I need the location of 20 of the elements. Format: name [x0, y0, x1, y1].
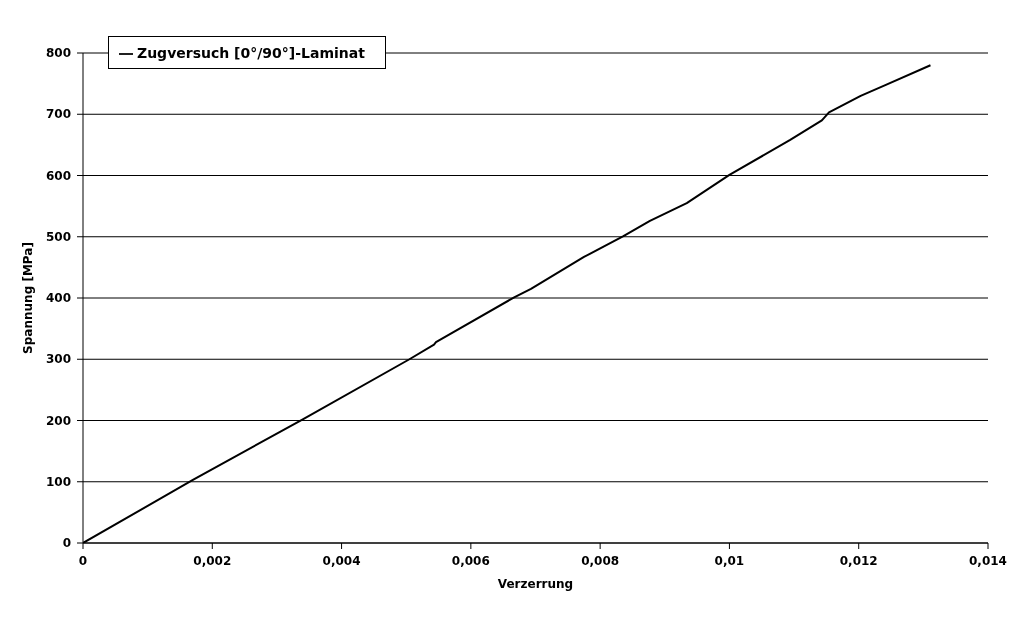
y-tick-label: 0 — [62, 536, 71, 550]
legend-label: Zugversuch [0°/90°]-Laminat — [137, 45, 365, 61]
x-tick-label: 0,008 — [581, 554, 620, 568]
x-axis-title: Verzerrung — [497, 577, 574, 591]
y-axis-title: Spannung [MPa] — [21, 242, 36, 354]
x-tick-label: 0,012 — [839, 554, 878, 568]
x-tick-label: 0,014 — [969, 554, 1007, 568]
y-tick-label: 500 — [45, 229, 71, 244]
y-tick-label: 700 — [45, 107, 71, 122]
x-tick-label: 0 — [78, 554, 88, 568]
y-tick-label: 800 — [45, 46, 71, 60]
y-tick-label: 100 — [45, 474, 71, 489]
x-tick-label: 0,006 — [451, 554, 490, 568]
x-tick-label: 0,01 — [714, 554, 745, 568]
y-tick-label: 400 — [45, 291, 71, 305]
y-tick-label: 300 — [45, 352, 71, 367]
y-tick-label: 200 — [45, 413, 71, 428]
x-tick-label: 0,004 — [322, 554, 361, 568]
x-tick-label: 0,002 — [193, 554, 232, 568]
y-tick-label: 600 — [45, 168, 71, 183]
